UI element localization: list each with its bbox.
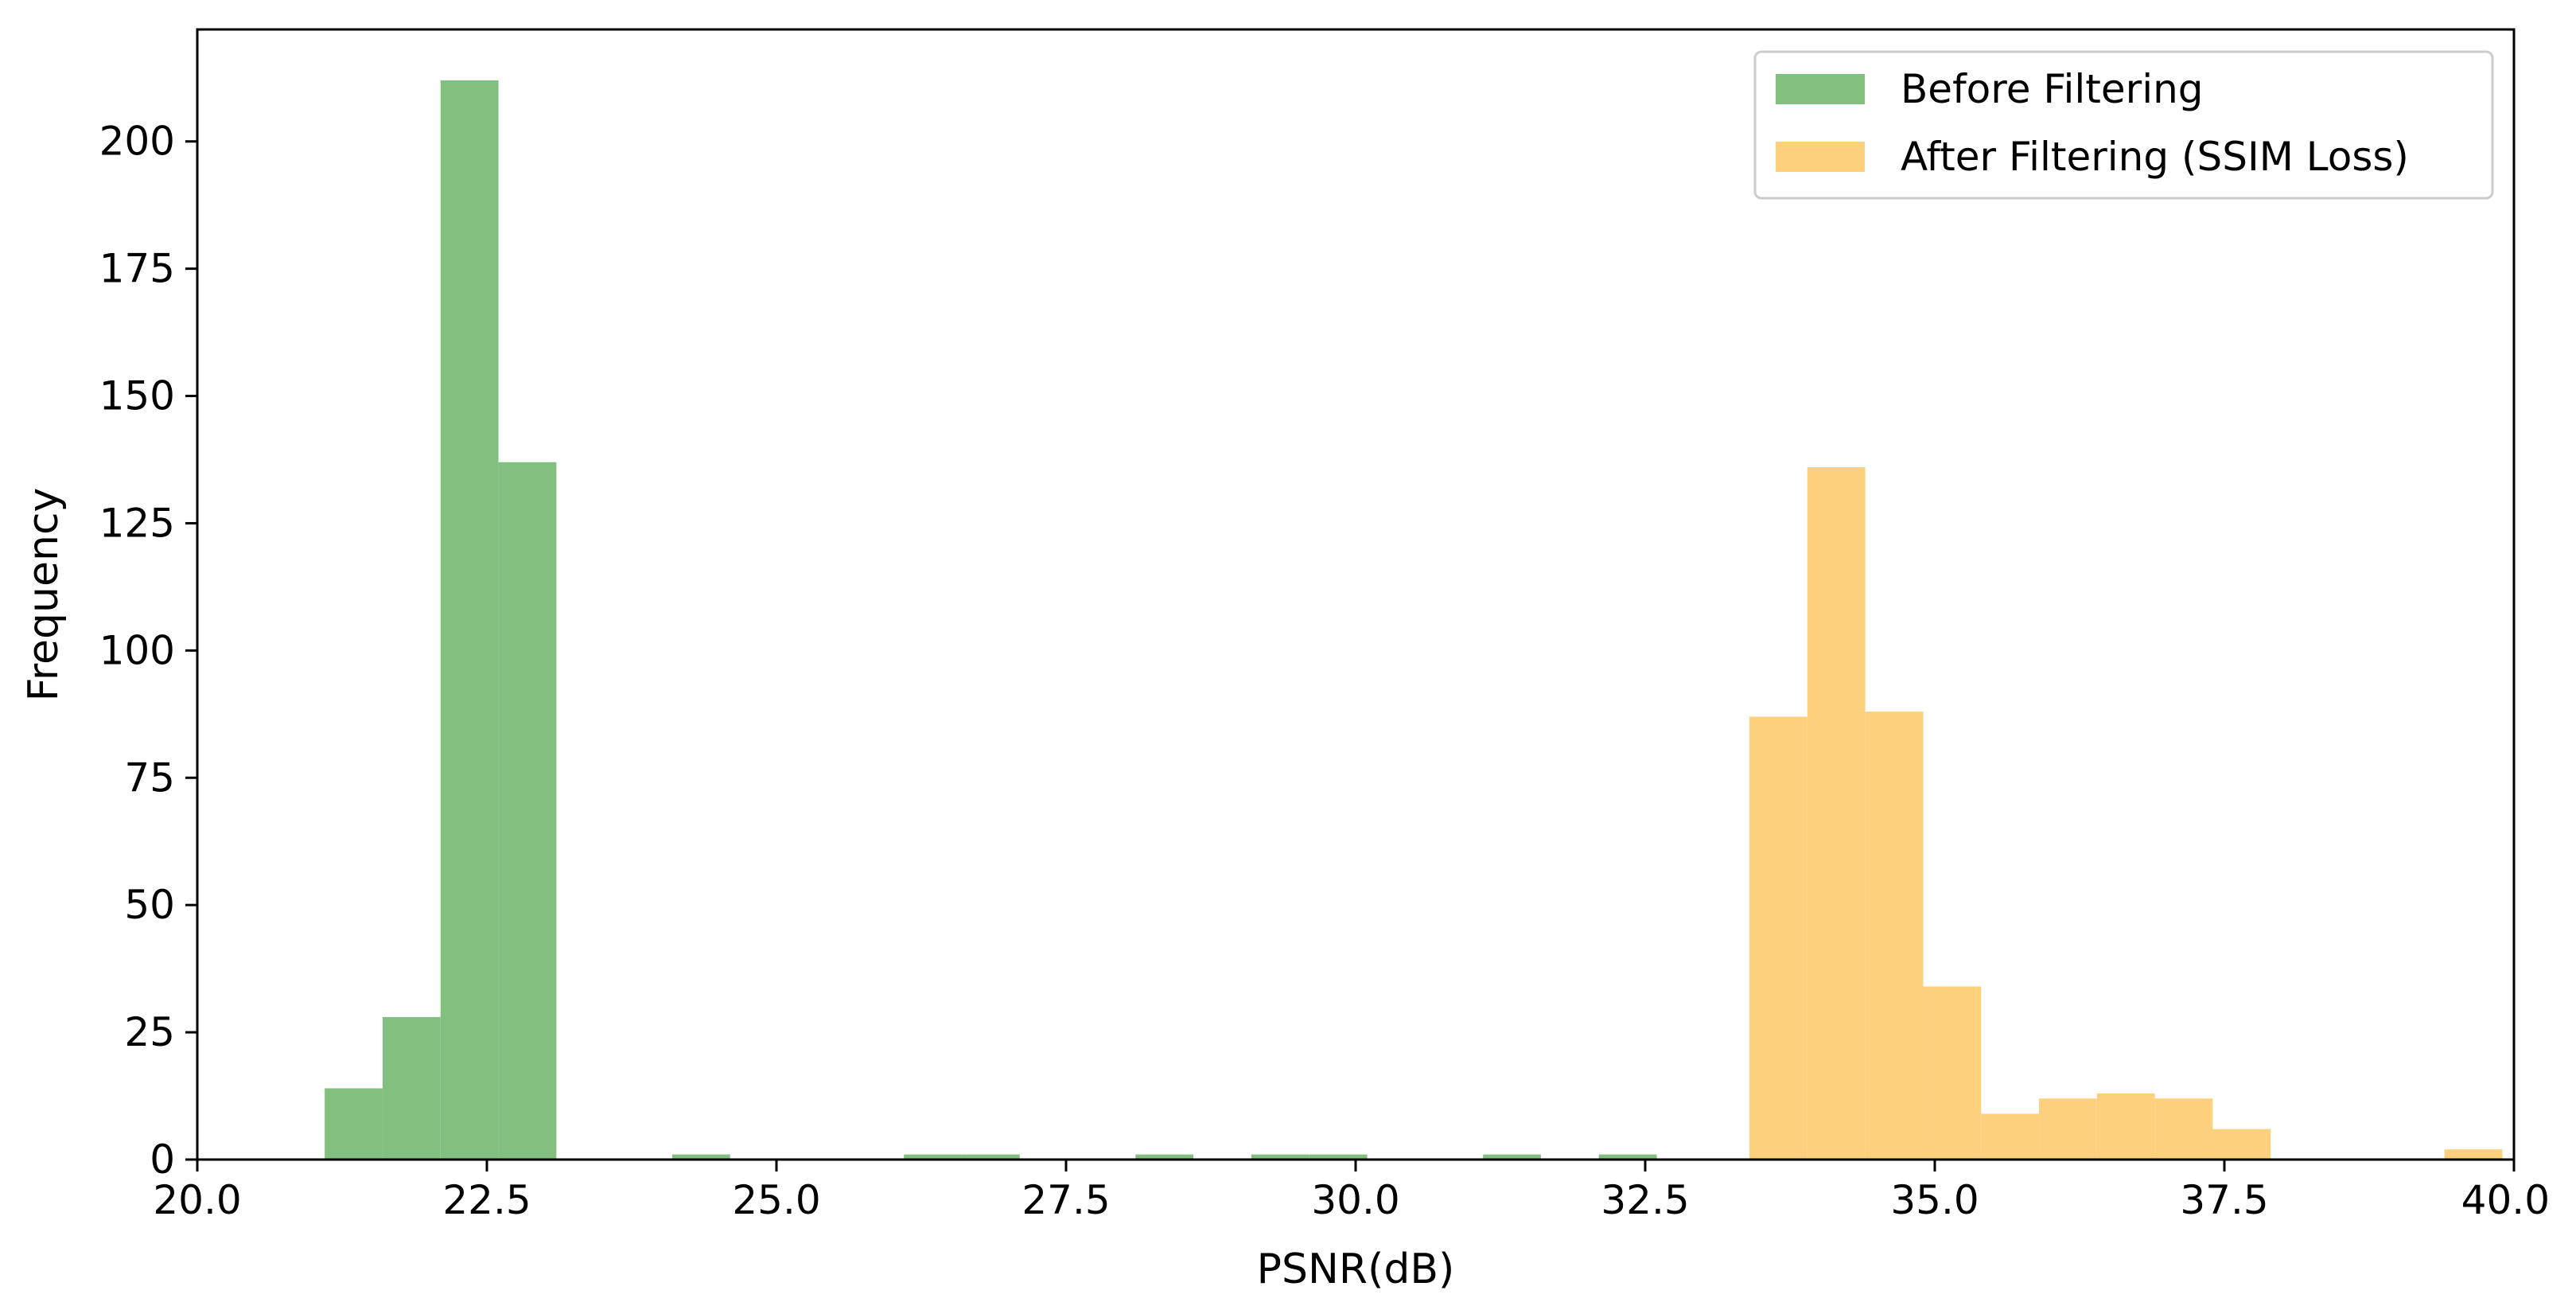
y-tick-label: 25	[124, 1009, 175, 1055]
bar-series1-7	[2154, 1098, 2213, 1160]
bar-series1-3	[1923, 986, 1982, 1160]
bar-series0-2	[440, 80, 499, 1160]
bar-series0-3	[498, 462, 557, 1160]
x-tick-label: 35.0	[1890, 1177, 1979, 1223]
bar-series0-7	[1135, 1154, 1194, 1160]
series-1	[1749, 467, 2503, 1160]
bar-series0-1	[382, 1016, 441, 1160]
bars-layer	[325, 80, 2503, 1160]
y-tick-label: 125	[99, 500, 175, 546]
x-axis: 20.0 22.5 25.0 27.5 30.0 32.5 35.0 37.5 40.0	[153, 1160, 2550, 1223]
bar-series1-1	[1807, 467, 1866, 1160]
y-tick-label: 50	[124, 882, 175, 928]
bar-series1-8	[2212, 1129, 2271, 1160]
bar-series1-6	[2096, 1093, 2155, 1160]
y-tick-label: 175	[99, 246, 175, 292]
legend-label-after: After Filtering (SSIM Loss)	[1901, 134, 2409, 180]
bar-series0-10	[1483, 1154, 1541, 1160]
bar-series0-8	[1251, 1154, 1309, 1160]
x-tick-label: 27.5	[1021, 1177, 1110, 1223]
x-tick-label: 22.5	[442, 1177, 531, 1223]
bar-series0-4	[671, 1154, 730, 1160]
legend: Before Filtering After Filtering (SSIM L…	[1753, 50, 2494, 200]
x-tick-label: 25.0	[732, 1177, 820, 1223]
x-tick-label: 37.5	[2180, 1177, 2268, 1223]
series-0	[325, 80, 1982, 1160]
legend-box	[1753, 50, 2494, 200]
y-tick-label: 150	[99, 373, 175, 419]
y-tick-label: 0	[150, 1136, 175, 1183]
bar-series0-9	[1309, 1154, 1368, 1160]
x-tick-label: 32.5	[1601, 1177, 1689, 1223]
bar-series0-6	[961, 1154, 1020, 1160]
legend-swatch-before	[1776, 74, 1865, 104]
legend-label-before: Before Filtering	[1901, 66, 2204, 112]
bar-series1-2	[1865, 711, 1924, 1160]
bar-series0-5	[904, 1154, 962, 1160]
bar-series1-9	[2444, 1149, 2503, 1160]
bar-series1-0	[1749, 716, 1807, 1160]
y-tick-label: 200	[99, 119, 175, 165]
x-tick-label: 30.0	[1311, 1177, 1399, 1223]
y-axis: 0 25 50 75 100 125 150 175 200	[99, 119, 197, 1183]
y-axis-label: Frequency	[20, 488, 68, 702]
bar-series0-11	[1598, 1154, 1657, 1160]
bar-series0-0	[325, 1088, 383, 1160]
bar-series1-4	[1981, 1113, 2040, 1160]
legend-swatch-after	[1776, 142, 1865, 172]
x-axis-label: PSNR(dB)	[1257, 1246, 1455, 1293]
x-tick-label: 20.0	[153, 1177, 241, 1223]
y-tick-label: 75	[124, 754, 175, 801]
y-tick-label: 100	[99, 627, 175, 673]
bar-series1-5	[2039, 1098, 2097, 1160]
x-tick-label: 40.0	[2461, 1177, 2550, 1223]
